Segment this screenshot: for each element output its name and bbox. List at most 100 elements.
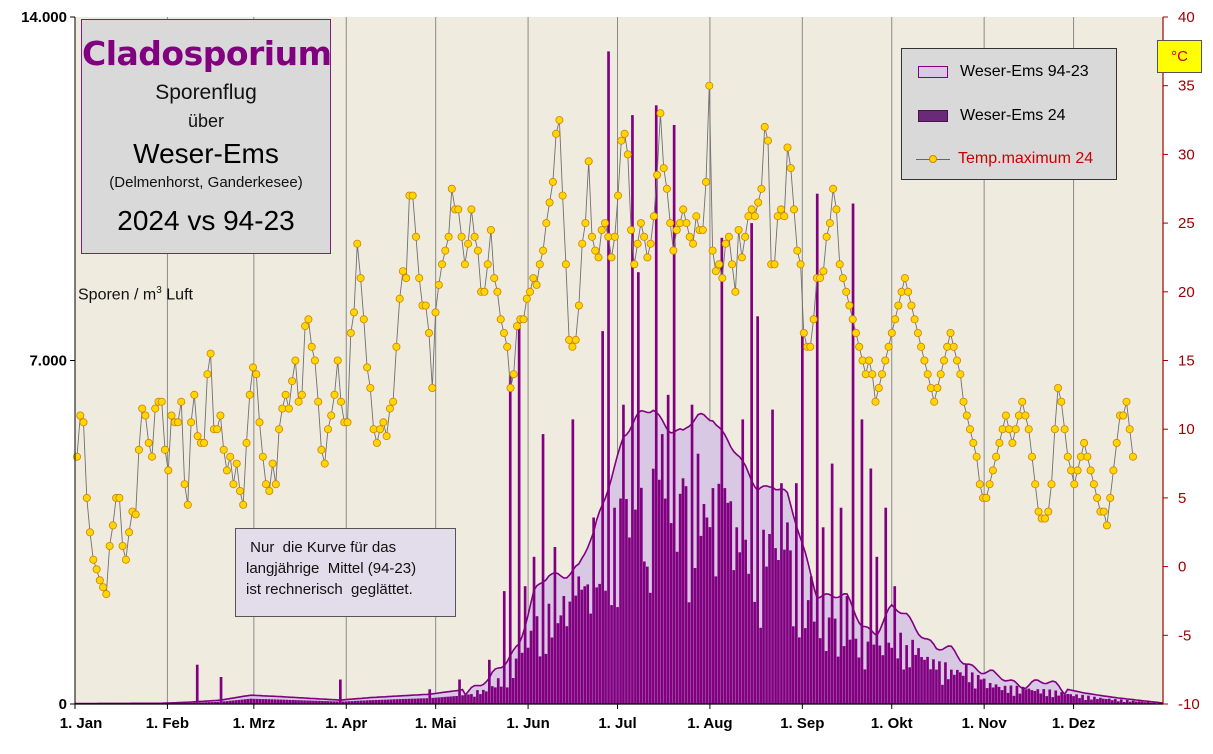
temp-point — [816, 274, 825, 283]
temp-point — [548, 177, 557, 186]
bar-2024 — [327, 701, 330, 704]
temp-point — [718, 274, 727, 283]
bar-2024 — [872, 644, 876, 704]
bar-2024 — [920, 657, 923, 704]
bar-2024 — [729, 501, 733, 704]
temp-point — [470, 232, 479, 241]
bar-2024 — [240, 699, 244, 704]
bar-2024 — [553, 547, 557, 704]
x-tick-label: 1. Apr — [325, 715, 367, 732]
temp-point — [917, 342, 926, 351]
bar-2024 — [1105, 699, 1108, 704]
bar-2024 — [1051, 697, 1055, 704]
bar-2024 — [428, 689, 432, 704]
bar-2024 — [860, 419, 864, 704]
temp-point — [838, 274, 847, 283]
temp-point — [467, 205, 476, 214]
bar-2024 — [255, 698, 259, 704]
bar-2024 — [1048, 689, 1052, 704]
title-line-2: über — [187, 111, 225, 131]
bar-2024 — [473, 696, 476, 704]
temp-point — [568, 342, 577, 351]
temp-point — [281, 390, 290, 399]
bar-2024 — [637, 272, 640, 704]
bar-2024 — [914, 654, 917, 704]
temp-point — [689, 239, 698, 248]
temp-point — [164, 466, 173, 475]
bar-2024 — [699, 535, 703, 704]
bar-2024 — [231, 700, 235, 704]
bar-2024 — [192, 702, 196, 704]
bar-2024 — [598, 583, 601, 704]
bar-2024 — [890, 647, 894, 704]
bar-2024 — [1102, 698, 1105, 704]
bar-2024 — [1146, 702, 1150, 704]
bar-2024 — [765, 566, 768, 704]
temp-point — [529, 274, 538, 283]
temp-point — [750, 212, 759, 221]
bar-2024 — [550, 637, 554, 704]
bar-2024 — [1140, 701, 1144, 704]
bar-2024 — [383, 699, 387, 704]
bar-2024 — [792, 626, 795, 704]
bar-2024 — [565, 626, 569, 704]
temp-point — [144, 438, 153, 447]
bar-2024 — [1119, 699, 1123, 704]
temp-point — [819, 267, 828, 276]
bar-2024 — [574, 595, 578, 704]
temp-point — [519, 315, 528, 324]
temp-point — [793, 246, 802, 255]
temp-point — [535, 260, 544, 269]
bar-2024 — [720, 237, 724, 705]
temp-point — [601, 219, 610, 228]
temp-point — [852, 328, 861, 337]
temp-point — [672, 225, 681, 234]
bar-2024 — [362, 700, 366, 704]
temp-point — [314, 397, 323, 406]
x-tick-label: 1. Jun — [506, 715, 549, 732]
temp-point — [711, 267, 720, 276]
legend-item-mean: Weser-Ems 94-23 — [902, 61, 1089, 83]
right-unit-box: °C — [1157, 40, 1202, 73]
temp-point — [506, 383, 515, 392]
bar-2024 — [243, 699, 247, 704]
temp-point — [1047, 480, 1056, 489]
legend-swatch-dark — [918, 110, 948, 122]
bar-2024 — [657, 479, 661, 704]
legend-label-2024: Weser-Ems 24 — [960, 107, 1066, 124]
temp-point — [666, 219, 675, 228]
bar-2024 — [926, 656, 929, 704]
temp-point — [229, 480, 238, 489]
x-axis-ticks: 1. Jan 1. Feb 1. Mrz 1. Apr 1. Mai 1. Jun 1. J… — [60, 704, 1095, 732]
temp-point — [806, 342, 815, 351]
bar-2024 — [1033, 691, 1037, 704]
x-tick-label: 1. Jan — [60, 715, 103, 732]
temp-point — [848, 315, 857, 324]
temp-point — [1125, 425, 1134, 434]
temp-point — [881, 356, 890, 365]
temp-point — [1112, 438, 1121, 447]
bar-2024 — [1096, 699, 1099, 704]
temp-point — [842, 287, 851, 296]
temp-point — [255, 418, 264, 427]
temp-point — [1089, 480, 1098, 489]
bar-2024 — [213, 701, 217, 704]
temp-point — [1080, 438, 1089, 447]
temp-point — [773, 212, 782, 221]
bar-2024 — [404, 698, 408, 704]
bar-2024 — [234, 700, 238, 704]
temp-point — [913, 328, 922, 337]
mean-9423-line — [75, 409, 1164, 705]
bars-2024 — [73, 51, 1165, 705]
temp-point — [959, 397, 968, 406]
bar-2024 — [759, 627, 762, 704]
temp-point — [757, 184, 766, 193]
bar-2024 — [985, 688, 989, 704]
temp-point — [522, 294, 531, 303]
temp-point — [480, 287, 489, 296]
right-tick-label: -5 — [1178, 627, 1191, 644]
temp-point — [95, 576, 104, 585]
temp-point — [203, 370, 212, 379]
bar-2024 — [508, 375, 512, 704]
temp-point — [102, 590, 111, 599]
